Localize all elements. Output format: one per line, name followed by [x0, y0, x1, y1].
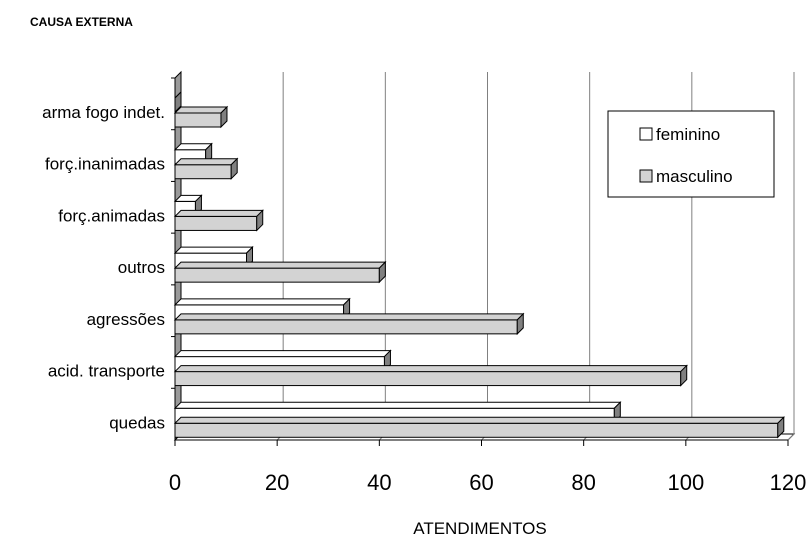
category-labels: arma fogo indet. forç.inanimadas forç.anim…	[42, 103, 165, 432]
category-label: forç.animadas	[58, 206, 165, 225]
bars	[173, 90, 785, 439]
bar-feminino-arma-fogo-indet	[174, 90, 182, 114]
category-label: quedas	[109, 413, 165, 432]
bar-masculino-acid-transporte	[173, 364, 688, 387]
category-label: acid. transporte	[48, 362, 165, 381]
x-tick-label: 20	[265, 470, 289, 495]
bar-masculino-agress-es	[173, 312, 525, 336]
legend-label-feminino: feminino	[656, 125, 720, 144]
gridline-floor	[787, 433, 795, 441]
x-tick-label: 60	[469, 470, 493, 495]
x-tick-label: 120	[770, 470, 807, 495]
legend-swatch-feminino	[639, 127, 653, 141]
x-tick-labels: 0 20 40 60 80 100 120	[169, 470, 806, 495]
category-label: forç.inanimadas	[45, 155, 165, 174]
legend: feminino masculino	[607, 110, 775, 198]
x-axis-label: ATENDIMENTOS	[413, 519, 547, 538]
bar-masculino-arma-fogo-indet	[173, 105, 229, 129]
legend-box	[607, 110, 775, 198]
category-label: agressões	[87, 310, 165, 329]
category-label: arma fogo indet.	[42, 103, 165, 122]
chart-title: CAUSA EXTERNA	[30, 15, 133, 29]
bar-masculino-quedas	[173, 416, 785, 439]
bar-masculino-for-inanimadas	[173, 157, 239, 180]
bar-masculino-outros	[173, 260, 387, 284]
category-label: outros	[118, 258, 165, 277]
bar-masculino-for-animadas	[173, 209, 264, 232]
x-tick-label: 80	[571, 470, 595, 495]
legend-label-masculino: masculino	[656, 167, 733, 186]
legend-swatch-masculino	[639, 169, 653, 183]
x-tick-label: 0	[169, 470, 181, 495]
x-tick-label: 40	[367, 470, 391, 495]
x-tick-label: 100	[667, 470, 704, 495]
